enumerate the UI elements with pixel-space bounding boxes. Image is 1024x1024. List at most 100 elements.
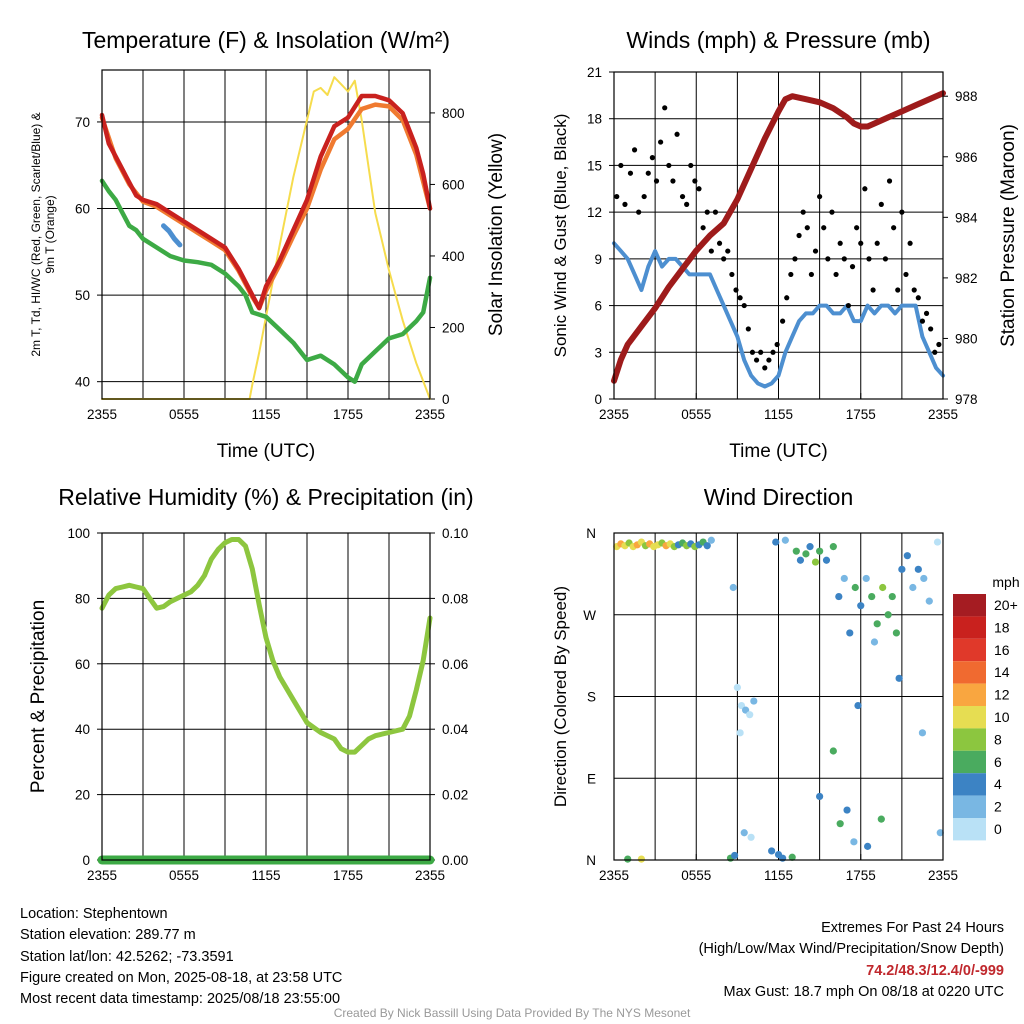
y-tick-label-left: 0 — [594, 392, 602, 407]
gust-point — [674, 131, 680, 137]
direction-point — [736, 729, 744, 737]
series-line — [101, 76, 431, 400]
direction-point — [624, 855, 632, 863]
y-axis-label-left: Sonic Wind & Gust (Blue, Black) — [551, 114, 570, 358]
chart-title: Wind Direction — [704, 484, 854, 510]
y-tick-label-right: 800 — [442, 106, 465, 121]
legend-swatch — [953, 594, 986, 617]
direction-point — [868, 592, 876, 601]
station-elevation: Station elevation: 289.77 m — [20, 927, 196, 944]
gust-point — [854, 225, 860, 231]
y-tick-label-left: 12 — [587, 205, 602, 220]
series-line — [99, 537, 433, 755]
x-tick-label: 1755 — [846, 407, 876, 422]
gust-point — [866, 256, 872, 262]
direction-point — [846, 629, 854, 637]
y-tick-label-right: 600 — [442, 177, 465, 192]
legend-label: 20+ — [994, 597, 1018, 613]
gust-point — [721, 256, 727, 262]
humidity-chart: Relative Humidity (%) & Precipitation (i… — [28, 484, 474, 883]
gust-point — [911, 287, 917, 293]
extremes-title: Extremes For Past 24 Hours — [821, 920, 1004, 936]
gust-point — [679, 193, 686, 200]
direction-label: N — [586, 526, 596, 541]
gust-point — [886, 178, 893, 184]
y-tick-label-right: 988 — [955, 89, 978, 104]
y-tick-label-right: 984 — [955, 210, 978, 225]
gust-point — [891, 225, 897, 231]
station-latlon: Station lat/lon: 42.5262; -73.3591 — [20, 948, 234, 965]
y-tick-label-left: 15 — [587, 158, 602, 173]
direction-point — [879, 583, 887, 592]
x-tick-label: 1755 — [333, 868, 363, 883]
plot-border — [101, 69, 431, 400]
legend-label: 2 — [994, 799, 1002, 815]
gust-point — [716, 240, 723, 246]
y-tick-label-right: 982 — [955, 271, 978, 286]
legend-label: 0 — [994, 821, 1002, 837]
direction-point — [788, 853, 796, 861]
direction-point — [914, 565, 922, 573]
direction-point — [816, 792, 824, 801]
gust-point — [874, 240, 880, 246]
y-tick-label-right: 0.04 — [442, 722, 469, 737]
y-tick-label-right: 0.06 — [442, 657, 468, 672]
legend-swatch — [953, 706, 986, 729]
direction-point — [835, 592, 843, 601]
x-tick-label: 1755 — [333, 407, 363, 422]
gust-point — [741, 302, 747, 309]
legend-label: 8 — [994, 731, 1002, 747]
direction-point — [750, 697, 758, 705]
gust-point — [696, 186, 702, 192]
direction-point — [637, 855, 646, 863]
y-tick-label-right: 0.08 — [442, 591, 468, 606]
y-tick-label-right: 0.00 — [442, 853, 468, 868]
y-tick-label-left: 70 — [75, 115, 90, 130]
direction-point — [895, 674, 903, 682]
legend-swatch — [953, 750, 986, 774]
gust-point — [899, 209, 905, 215]
most-recent-timestamp: Most recent data timestamp: 2025/08/18 2… — [20, 991, 341, 1008]
direction-point — [851, 583, 859, 592]
gust-point — [692, 178, 698, 184]
legend-label: 10 — [994, 709, 1010, 725]
y-tick-label-left: 3 — [594, 345, 602, 360]
y-tick-label-right: 986 — [955, 150, 978, 165]
x-tick-label: 0555 — [681, 407, 711, 422]
figure-created: Figure created on Mon, 2025-08-18, at 23… — [20, 969, 343, 986]
legend-swatch — [953, 773, 986, 796]
gust-point — [821, 225, 827, 231]
direction-point — [870, 638, 879, 646]
y-tick-label-left: 0 — [82, 853, 90, 868]
y-tick-label-right: 200 — [442, 320, 465, 335]
gust-point — [923, 310, 930, 316]
gust-point — [737, 295, 743, 301]
series-line — [612, 241, 945, 389]
direction-label: S — [587, 690, 596, 705]
series-line — [99, 178, 433, 384]
gust-point — [758, 349, 764, 355]
gust-point — [936, 341, 942, 348]
direction-point — [729, 583, 737, 592]
x-tick-label: 1155 — [251, 868, 280, 883]
direction-point — [840, 574, 848, 583]
plot-border — [101, 532, 431, 861]
gust-point — [712, 209, 719, 215]
gust-point — [733, 287, 739, 293]
chart-title: Relative Humidity (%) & Precipitation (i… — [58, 484, 473, 510]
gust-point — [833, 271, 839, 278]
direction-point — [836, 820, 844, 828]
gust-point — [766, 357, 772, 363]
direction-point — [850, 838, 858, 846]
x-tick-label: 2355 — [928, 407, 958, 422]
gust-point — [708, 248, 714, 254]
direction-point — [731, 851, 739, 860]
gust-point — [784, 295, 790, 301]
x-tick-label: 1155 — [251, 407, 280, 422]
direction-point — [918, 729, 927, 737]
series-line — [161, 223, 183, 248]
legend-label: 4 — [994, 776, 1002, 792]
y-tick-label-left: 21 — [587, 65, 602, 80]
credit-line: Created By Nick Bassill Using Data Provi… — [333, 1006, 691, 1020]
gust-point — [792, 256, 798, 262]
